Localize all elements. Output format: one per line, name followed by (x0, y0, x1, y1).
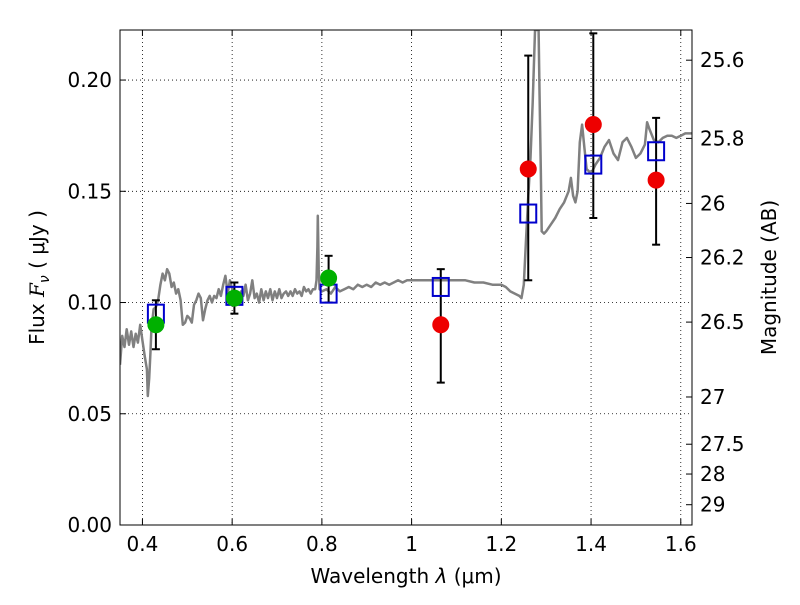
plot-series (120, 30, 692, 398)
y2-tick-label: 29 (700, 493, 725, 517)
y2-tick-label: 28 (700, 462, 725, 486)
grid-lines (120, 30, 692, 526)
plot-area (120, 30, 692, 398)
x-tick-label: 1 (405, 532, 418, 556)
y-axis-label: Flux Fν ( μJy ) (25, 210, 53, 345)
y-tick-label: 0.10 (67, 291, 112, 315)
model-spectrum-line (120, 30, 692, 398)
x-tick-label: 0.8 (306, 532, 338, 556)
y-tick-label: 0.15 (67, 179, 112, 203)
observed-flux-point (225, 289, 243, 307)
observed-flux-point (320, 269, 338, 287)
model-flux-square (519, 203, 538, 224)
x-tick-label: 1.2 (485, 532, 517, 556)
plot-frame (119, 29, 693, 526)
x-tick-label: 0.4 (127, 532, 159, 556)
x-tick-label: 1.4 (575, 532, 607, 556)
x-tick-label: 0.6 (216, 532, 248, 556)
observed-flux-point (647, 171, 665, 189)
y2-tick-label: 26.2 (700, 246, 745, 270)
y-tick-label: 0.05 (67, 402, 112, 426)
observed-flux-point (584, 116, 602, 134)
y2-tick-label: 26.5 (700, 310, 745, 334)
y-tick-label: 0.00 (67, 513, 112, 537)
axis-ticks: 0.4 0.6 0.8 1 1.2 1.4 1.6 0.00 0.05 0.10 0.15 0.20 2… (67, 30, 745, 556)
y-tick-label: 0.20 (67, 68, 112, 92)
y2-tick-label: 27.5 (700, 432, 745, 456)
x-axis-label: Wavelength λ (μm) (310, 564, 501, 588)
observed-flux-point (147, 316, 165, 334)
y2-tick-label: 25.8 (700, 126, 745, 150)
x-tick-label: 1.6 (665, 532, 697, 556)
model-flux-square (431, 276, 450, 297)
observed-flux-point (519, 160, 537, 178)
observed-flux-point (432, 316, 450, 334)
y2-tick-label: 25.6 (700, 48, 745, 72)
y2-axis-label: Magnitude (AB) (757, 200, 781, 355)
model-flux-square (584, 154, 603, 175)
y2-tick-label: 26 (700, 191, 725, 215)
y2-tick-label: 27 (700, 385, 725, 409)
model-flux-square (647, 141, 666, 162)
